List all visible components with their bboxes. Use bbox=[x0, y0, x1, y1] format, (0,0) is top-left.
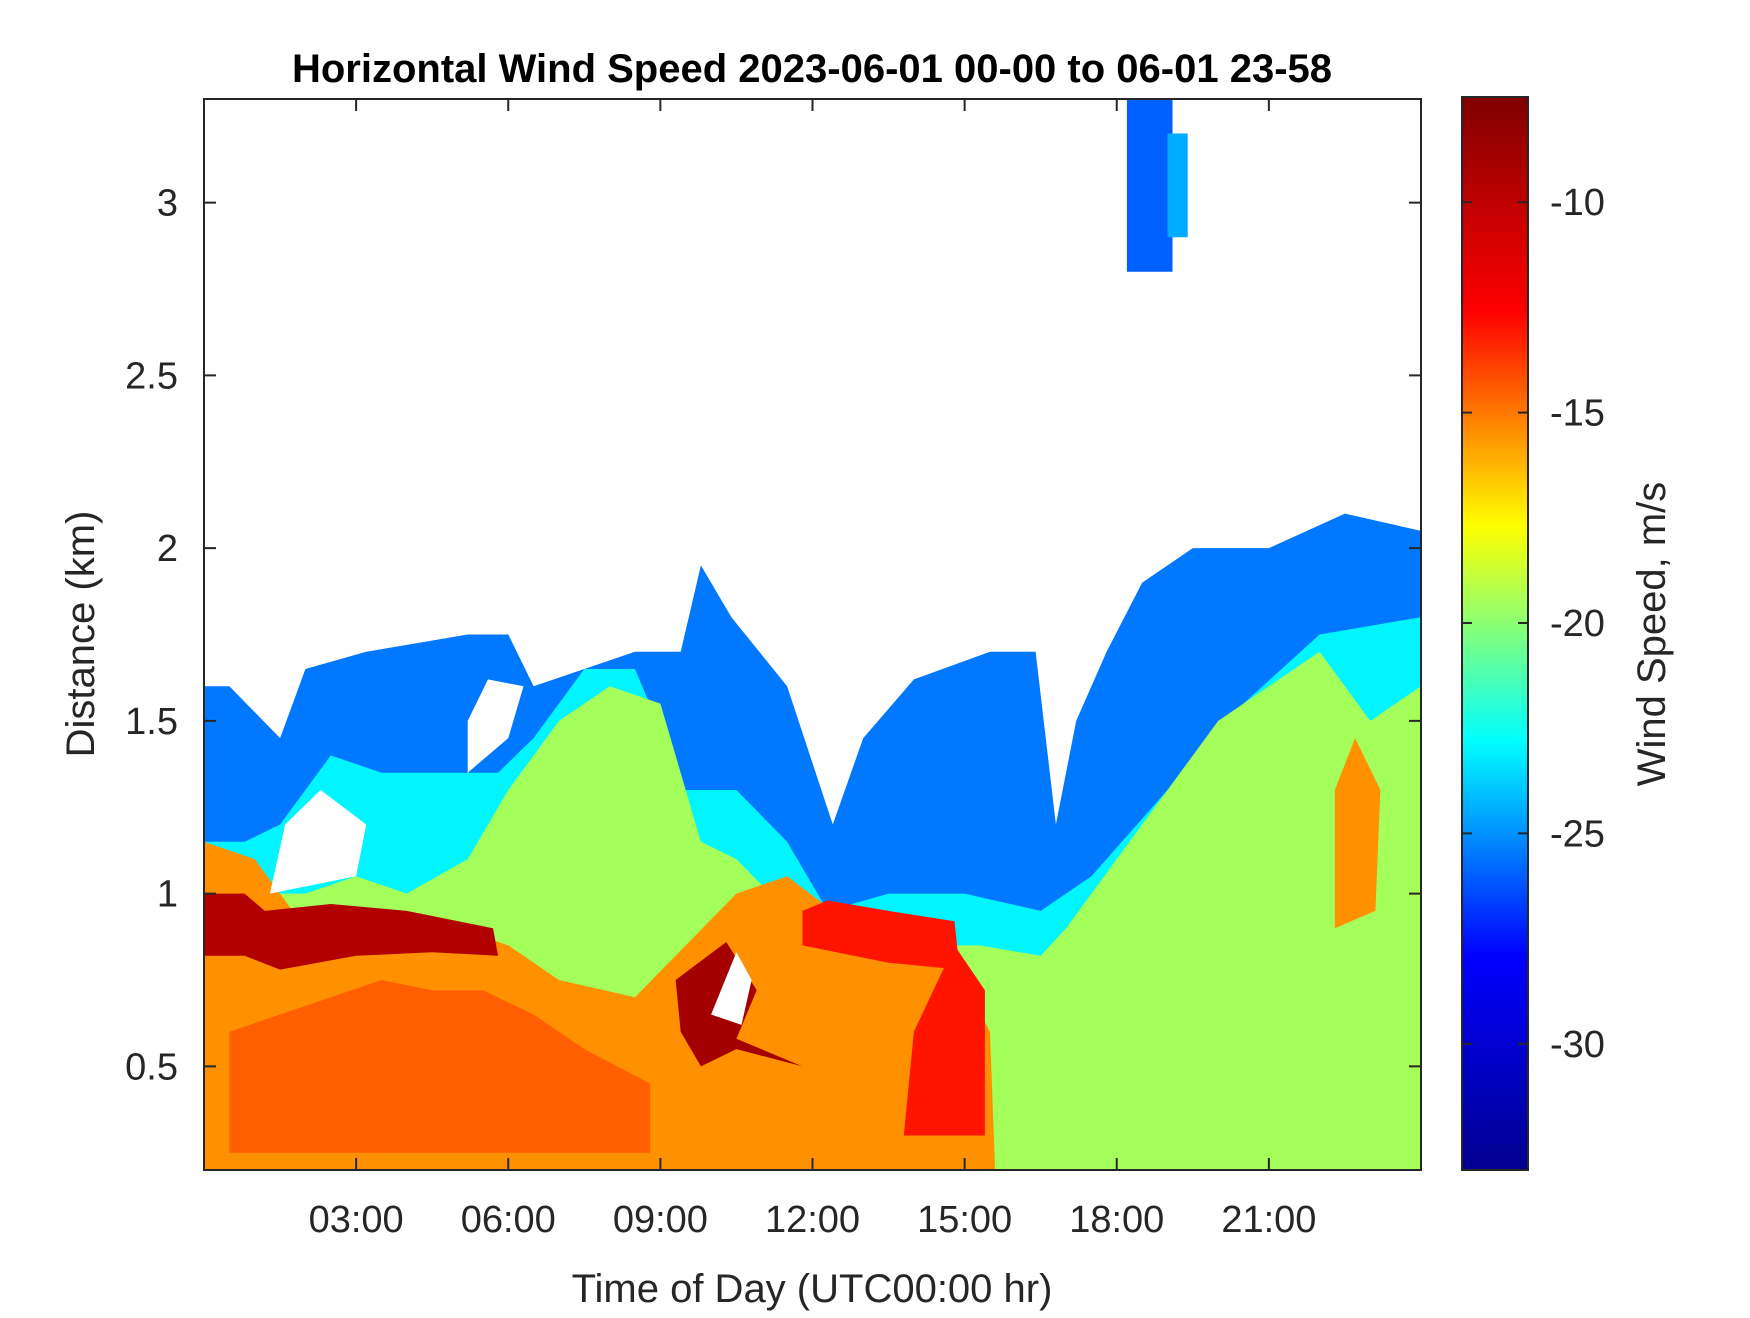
x-tick-label: 06:00 bbox=[461, 1199, 556, 1241]
heatmap-region-6 bbox=[903, 945, 985, 1136]
y-tick-label: 3 bbox=[157, 183, 178, 225]
heatmap-region-11 bbox=[1126, 99, 1173, 272]
colorbar-tick-label: -20 bbox=[1550, 603, 1605, 645]
y-tick-label: 1 bbox=[157, 874, 178, 916]
colorbar-ticks: -10 -15 -20 -25 -30 bbox=[1462, 182, 1605, 1066]
colorbar-tick-label: -10 bbox=[1550, 182, 1605, 224]
y-axis-label: Distance (km) bbox=[59, 511, 103, 758]
y-tick-label: 0.5 bbox=[125, 1046, 178, 1088]
heatmap-region-12 bbox=[1167, 133, 1188, 238]
heatmap-region-9 bbox=[204, 893, 499, 970]
y-tick-label: 2.5 bbox=[125, 355, 178, 397]
x-tick-label: 03:00 bbox=[309, 1199, 404, 1241]
y-axis-ticks: 0.5 1 1.5 2 2.5 3 bbox=[125, 183, 1421, 1088]
no-data-gap-1 bbox=[269, 790, 367, 894]
y-tick-label: 2 bbox=[157, 528, 178, 570]
colorbar-tick-label: -25 bbox=[1550, 813, 1605, 855]
x-tick-label: 12:00 bbox=[765, 1199, 860, 1241]
x-tick-label: 21:00 bbox=[1221, 1199, 1316, 1241]
x-tick-label: 15:00 bbox=[917, 1199, 1012, 1241]
y-tick-label: 1.5 bbox=[125, 701, 178, 743]
heatmap-region-7 bbox=[802, 900, 960, 970]
colorbar-tick-label: -15 bbox=[1550, 393, 1605, 435]
no-data-gap-2 bbox=[467, 679, 524, 773]
colorbar bbox=[1461, 96, 1529, 1171]
heatmap-region-8 bbox=[1334, 738, 1381, 929]
heatmap-layers bbox=[204, 99, 1421, 1170]
colorbar-tick-label: -30 bbox=[1550, 1024, 1605, 1066]
x-axis-label: Time of Day (UTC00:00 hr) bbox=[572, 1267, 1053, 1311]
x-tick-label: 09:00 bbox=[613, 1199, 708, 1241]
colorbar-label: Wind Speed, m/s bbox=[1630, 482, 1674, 787]
x-tick-label: 18:00 bbox=[1069, 1199, 1164, 1241]
no-data-gap-3 bbox=[711, 952, 752, 1025]
chart-title: Horizontal Wind Speed 2023-06-01 00-00 t… bbox=[292, 47, 1332, 91]
heatmap-region-5 bbox=[229, 980, 651, 1153]
x-axis-ticks: 03:00 06:00 09:00 12:00 15:00 18:00 21:00 bbox=[309, 99, 1316, 1241]
